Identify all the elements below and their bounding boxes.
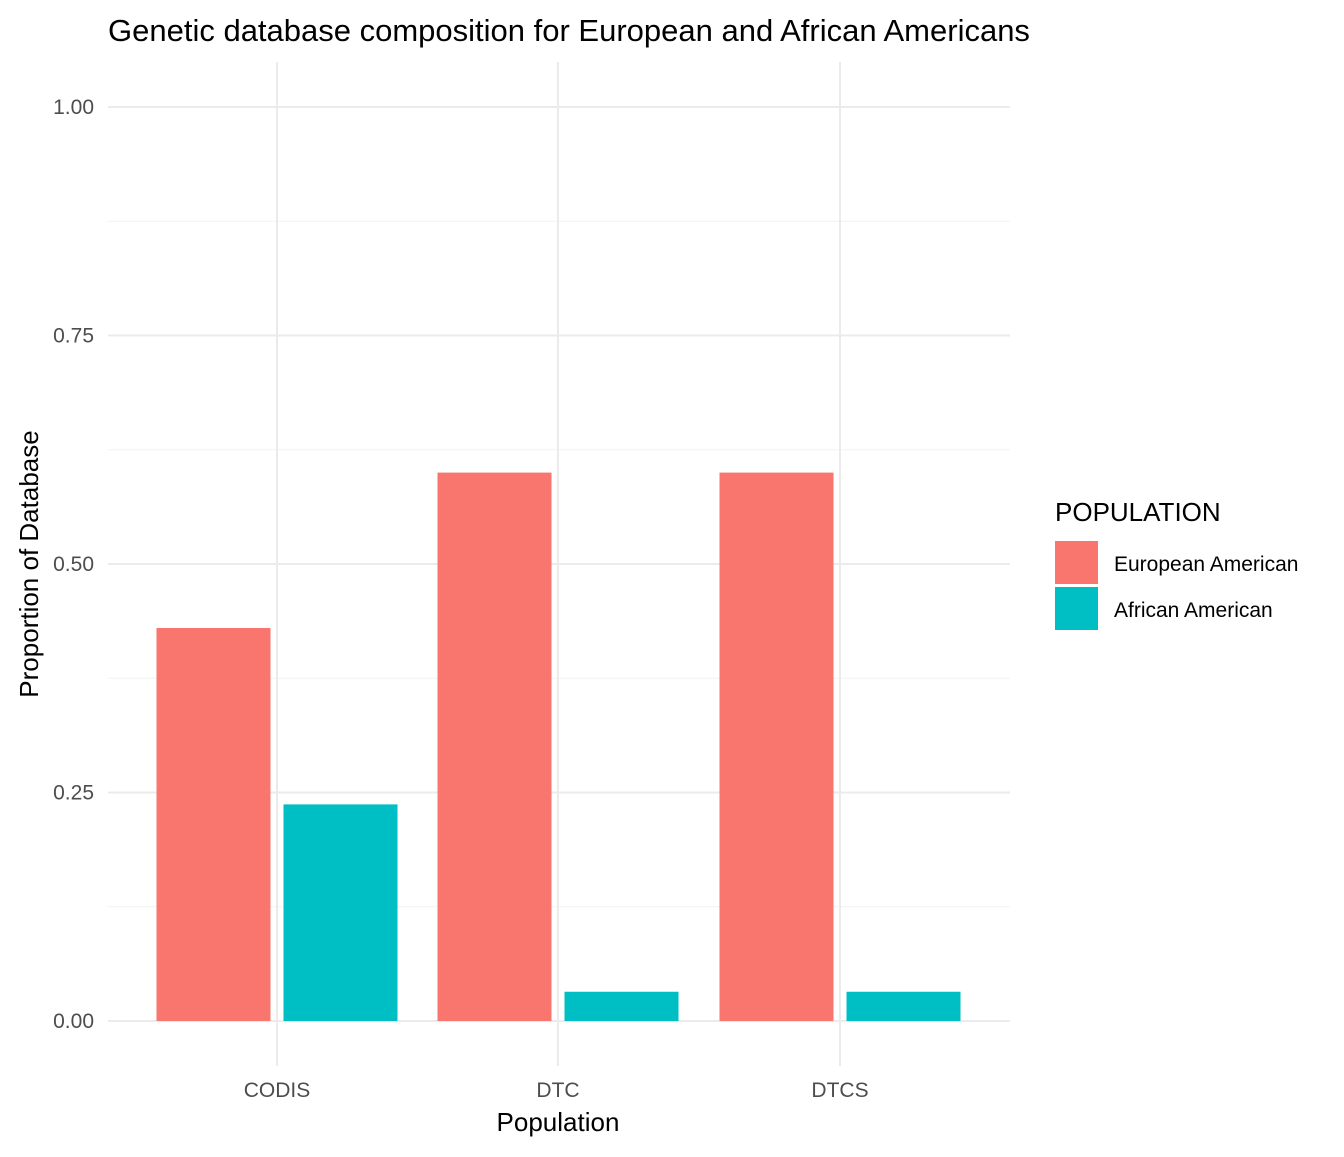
- x-tick-label: DTC: [536, 1079, 579, 1102]
- y-tick-label: 0.25: [53, 782, 94, 805]
- bar-dtcs-african-american: [846, 991, 961, 1021]
- x-tick-label: CODIS: [244, 1079, 311, 1102]
- legend-items: European American African American: [1055, 541, 1298, 630]
- y-tick-label: 0.00: [53, 1010, 94, 1033]
- y-tick-label: 0.75: [53, 325, 94, 348]
- legend-swatch: [1055, 541, 1098, 584]
- legend-label: African American: [1114, 599, 1273, 622]
- legend-label: European American: [1114, 553, 1298, 576]
- bar-codis-european-american: [156, 627, 271, 1021]
- legend-swatch: [1055, 587, 1098, 630]
- bar-dtc-european-american: [437, 472, 552, 1022]
- legend: POPULATION European American African Amer…: [1055, 497, 1298, 630]
- x-axis-ticks: CODIS DTC DTCS: [244, 1079, 869, 1102]
- x-axis-title: Population: [497, 1107, 620, 1137]
- bar-dtcs-european-american: [719, 472, 834, 1022]
- bar-codis-african-american: [283, 804, 398, 1021]
- y-tick-label: 1.00: [53, 96, 94, 119]
- bars: [156, 472, 961, 1022]
- chart-title: Genetic database composition for Europea…: [108, 13, 1030, 48]
- y-axis-title: Proportion of Database: [14, 430, 44, 697]
- x-tick-label: DTCS: [811, 1079, 868, 1102]
- y-axis-ticks: 0.00 0.25 0.50 0.75 1.00: [53, 96, 94, 1033]
- legend-title: POPULATION: [1055, 497, 1221, 527]
- bar-dtc-african-american: [564, 991, 679, 1021]
- y-tick-label: 0.50: [53, 553, 94, 576]
